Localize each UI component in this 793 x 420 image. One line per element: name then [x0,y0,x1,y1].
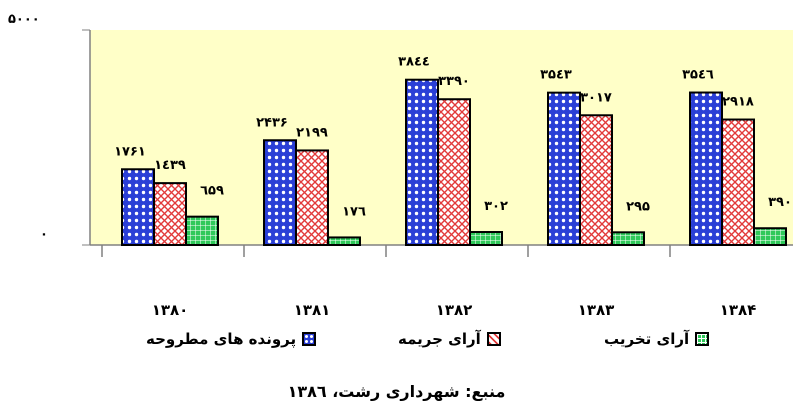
data-label-demolition-2: ۱۷٦ [342,204,366,219]
data-label-cases-2: ۲۴۳۶ [256,115,288,130]
bar-demolition-2 [327,236,361,247]
legend-label-fines: آرای جریمه [398,330,481,348]
bar-cases-2 [263,139,297,246]
y-tick-label-max: ۵۰۰۰ [8,12,40,27]
legend-label-cases: پرونده های مطروحه [146,330,297,348]
data-label-fines-4: ۳۰۱۷ [580,90,612,105]
legend-swatch-red-icon [486,332,501,346]
x-tick-label-2: ۱۳۸۱ [294,301,331,319]
bar-fines-1 [153,182,187,246]
legend-item-demolition: آرای تخریب [604,330,710,348]
bar-cases-3 [405,78,439,247]
bar-fines-2 [295,149,329,246]
data-label-cases-1: ۱۷۶۱ [114,144,146,159]
y-tick-label-min: ۰ [40,227,48,242]
bar-cases-5 [689,91,723,246]
x-tick-label-4: ۱۳۸۳ [578,301,615,319]
legend-swatch-green-icon [695,332,710,346]
data-label-cases-5: ۳۵٤٦ [682,68,714,83]
data-label-demolition-5: ۳۹۰ [768,195,792,210]
data-label-cases-3: ۳۸٤٤ [398,55,430,70]
data-label-fines-1: ۱٤۳۹ [154,158,186,173]
legend-item-fines: آرای جریمه [398,330,501,348]
legend-swatch-blue-icon [302,332,317,346]
x-tick-label-1: ۱۳۸۰ [152,301,189,319]
bar-cases-4 [547,91,581,246]
data-label-fines-5: ۲۹۱۸ [722,95,754,110]
data-label-demolition-3: ۳۰۲ [484,199,508,214]
source-note: منبع: شهرداری رشت، ۱۳۸٦ [287,382,506,401]
legend: پرونده های مطروحه آرای جریمه آرای تخریب [0,326,793,362]
legend-item-cases: پرونده های مطروحه [146,330,317,348]
bar-fines-4 [579,114,613,246]
x-tick-label-3: ۱۳۸۲ [436,301,473,319]
legend-label-demolition: آرای تخریب [604,330,690,348]
bar-demolition-3 [469,231,503,247]
bar-fines-3 [437,98,471,247]
bar-demolition-1 [185,215,219,246]
bar-demolition-5 [753,227,787,246]
data-label-cases-4: ۳۵٤۳ [540,68,572,83]
bar-fines-5 [721,118,755,246]
bar-demolition-4 [611,231,645,247]
data-label-demolition-4: ۲۹۵ [626,199,650,214]
data-label-fines-2: ۲۱۹۹ [296,125,328,140]
data-label-demolition-1: ٦۵۹ [200,184,224,199]
x-tick-label-5: ۱۳۸۴ [720,301,757,319]
data-label-fines-3: ۳۳۹۰ [438,74,470,89]
bar-cases-1 [121,168,155,246]
